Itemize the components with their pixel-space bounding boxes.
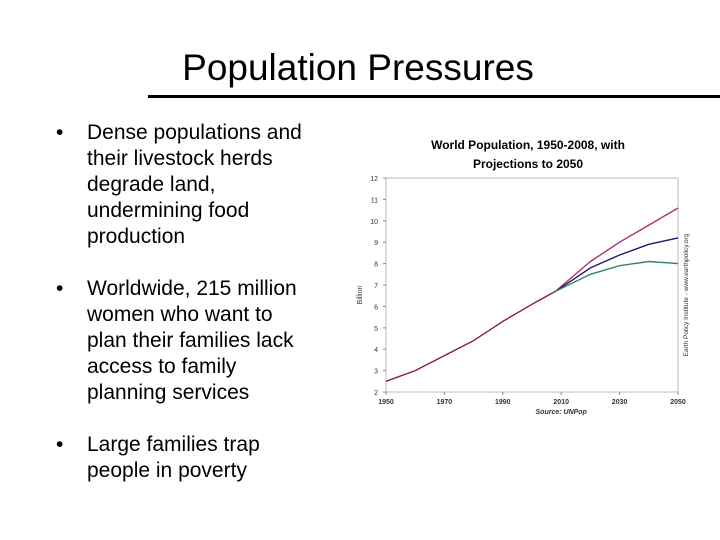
series-line-3 — [555, 260, 679, 293]
series-line-1 — [554, 207, 679, 292]
series-line-2 — [555, 237, 679, 292]
chart-credit: Earth Policy Institute - www.earthpolicy… — [683, 233, 690, 356]
chart-title: World Population, 1950-2008, with Projec… — [431, 138, 625, 171]
x-tick-label: 2010 — [553, 399, 569, 406]
y-tick-label: 3 — [374, 369, 378, 376]
x-tick-label: 1970 — [437, 399, 453, 406]
title-underline — [148, 95, 720, 98]
y-tick-label: 12 — [370, 176, 378, 183]
slide-title: Population Pressures — [182, 47, 534, 88]
bullet-item: • Worldwide, 215 million women who want t… — [56, 277, 297, 404]
population-chart: 2 3 4 5 6 7 8 9 10 11 12 1950 1970 1990 2010 2030 2050 Bi… — [357, 176, 690, 416]
series-line-0 — [385, 290, 556, 382]
bullet-dot-icon: • — [56, 433, 64, 456]
y-tick-label: 9 — [374, 240, 378, 247]
y-tick-label: 7 — [374, 283, 378, 290]
y-tick-label: 2 — [374, 390, 378, 397]
bullet-dot-icon: • — [56, 121, 64, 144]
bullet-item: • Dense populations and their livestock h… — [56, 121, 302, 248]
x-tick-label: 2050 — [670, 399, 686, 406]
x-tick-label: 1950 — [378, 399, 394, 406]
y-tick-label: 5 — [374, 326, 378, 333]
x-tick-label: 1990 — [495, 399, 511, 406]
chart-source: Source: UNPop — [536, 409, 588, 416]
bullet-list: • Dense populations and their livestock h… — [56, 120, 316, 510]
y-tick-label: 6 — [374, 304, 378, 311]
y-tick-label: 4 — [374, 347, 378, 354]
plot-frame — [385, 177, 679, 393]
bullet-dot-icon: • — [56, 277, 64, 300]
x-tick-label: 2030 — [612, 399, 628, 406]
y-tick-label: 8 — [374, 262, 378, 269]
y-tick-label: 10 — [370, 219, 378, 226]
y-tick-label: 11 — [371, 197, 378, 204]
y-axis-label: Billion — [357, 286, 364, 305]
bullet-item: • Large families trap people in poverty — [56, 433, 260, 482]
